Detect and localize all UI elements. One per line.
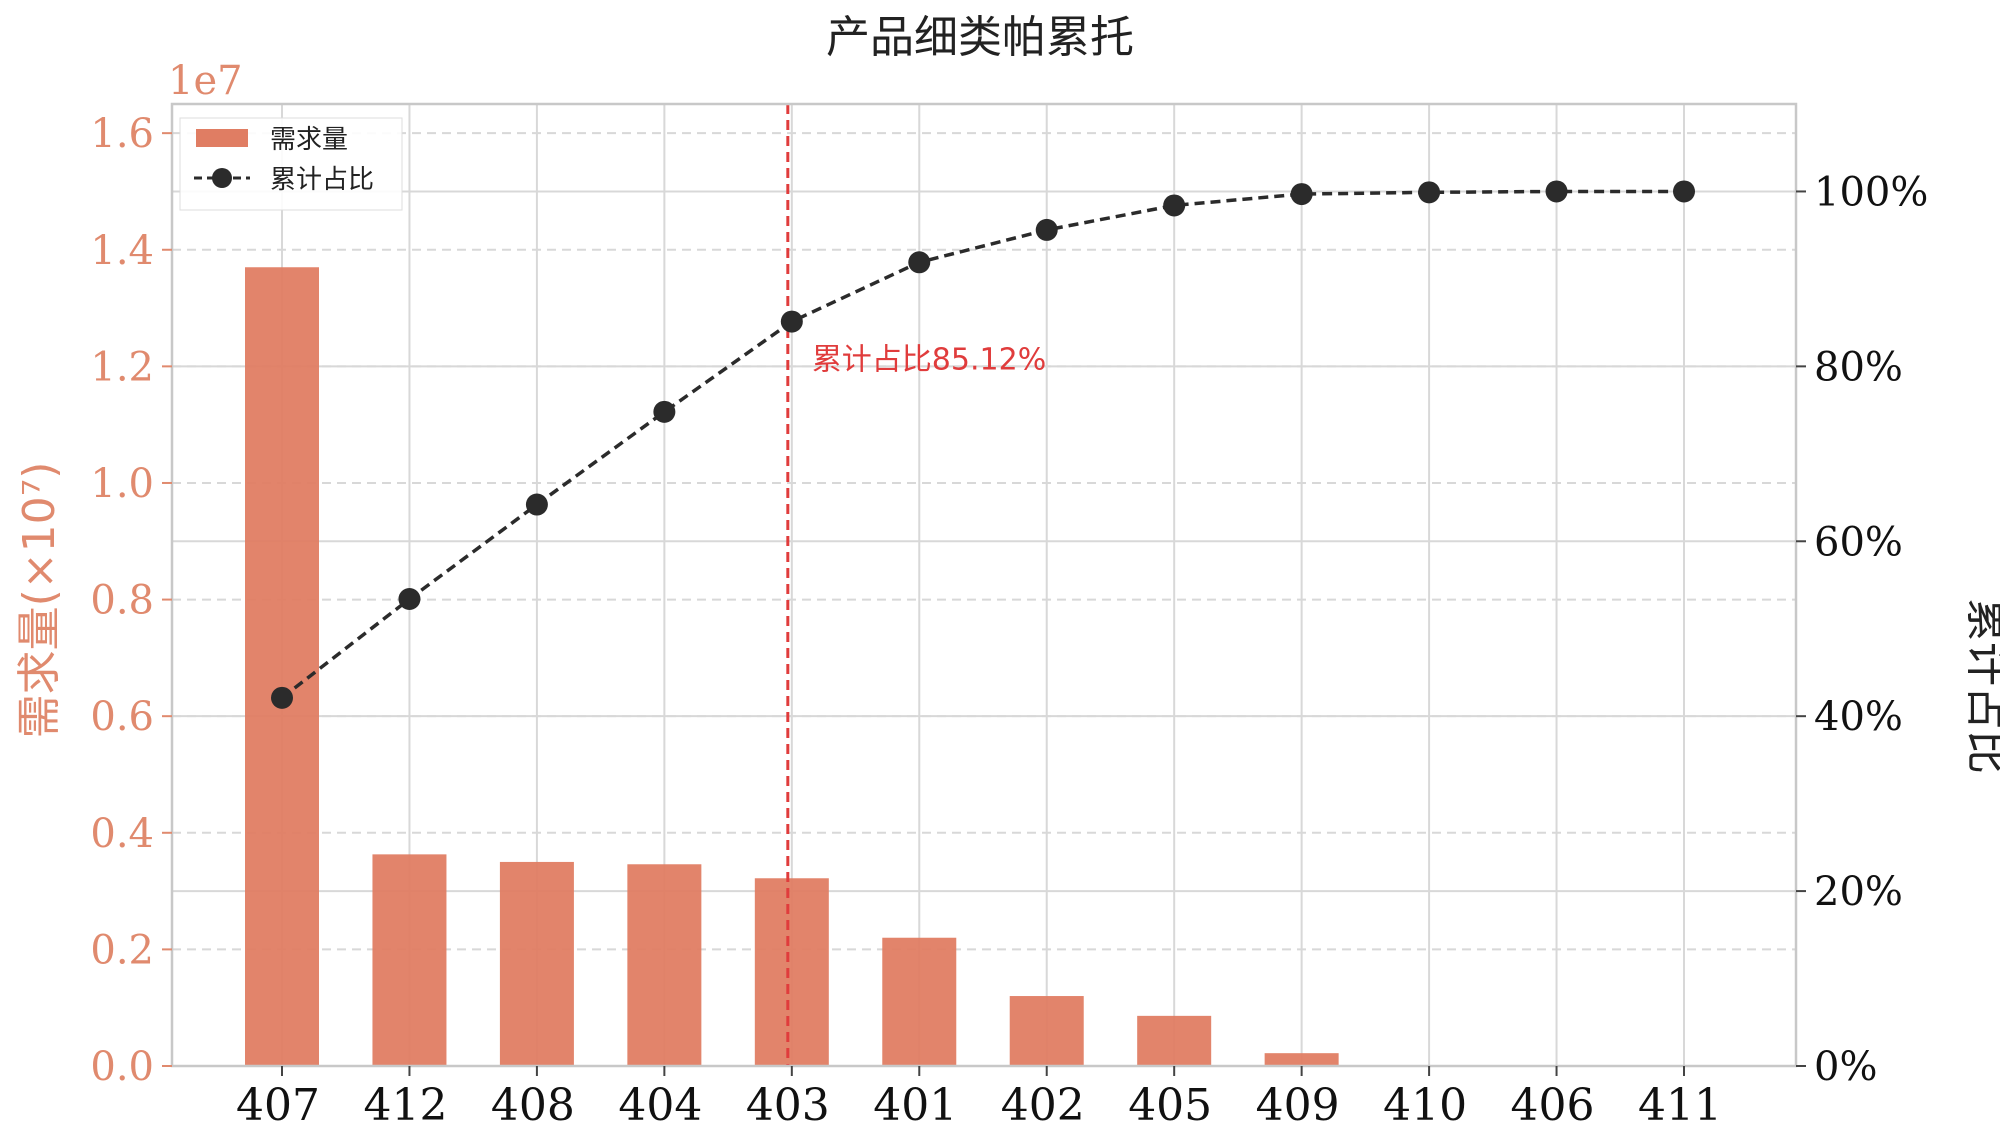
y-tick-label-right: 40% xyxy=(1814,694,1903,740)
x-tick-label: 412 xyxy=(363,1080,447,1131)
y-tick-label-left: 1.4 xyxy=(90,228,154,274)
x-tick-label: 408 xyxy=(491,1080,575,1131)
x-tick-label: 407 xyxy=(236,1080,320,1131)
cumulative-point-403 xyxy=(780,310,803,333)
x-tick-label: 403 xyxy=(746,1080,830,1131)
legend-label-bar: 需求量 xyxy=(270,125,348,155)
threshold-layer: 累计占比85.12% xyxy=(786,104,1046,1066)
bar-404 xyxy=(627,864,702,1066)
x-tick-label: 404 xyxy=(618,1080,702,1131)
cumulative-point-402 xyxy=(1035,218,1058,241)
y-tick-label-left: 0.2 xyxy=(90,927,154,973)
cumulative-point-408 xyxy=(525,493,548,516)
bar-403 xyxy=(754,878,829,1066)
bar-409 xyxy=(1264,1053,1339,1066)
plot-frame xyxy=(170,102,1798,1068)
bars-layer xyxy=(245,267,1721,1066)
y-axis-offset-text: 1e7 xyxy=(168,58,243,104)
x-tick-label: 411 xyxy=(1638,1080,1722,1131)
cumulative-point-410 xyxy=(1418,181,1441,204)
x-tick-label: 409 xyxy=(1256,1080,1340,1131)
cumulative-point-411 xyxy=(1673,180,1695,203)
cumulative-point-406 xyxy=(1545,180,1568,203)
y-tick-label-left: 1.2 xyxy=(90,344,154,390)
bar-408 xyxy=(499,861,574,1066)
y-tick-label-left: 0.4 xyxy=(90,811,154,857)
chart-title: 产品细类帕累托 xyxy=(826,12,1134,63)
legend-bar-swatch xyxy=(196,129,248,147)
threshold-label: 累计占比85.12% xyxy=(812,343,1046,378)
bar-405 xyxy=(1137,1015,1212,1066)
y-axis-label-right: 累计占比 xyxy=(1961,598,2000,774)
legend: 需求量 累计占比 xyxy=(179,117,403,211)
x-tick-label: 405 xyxy=(1128,1080,1212,1131)
legend-label-line: 累计占比 xyxy=(270,165,374,195)
cumulative-line-layer xyxy=(271,180,1695,709)
bar-401 xyxy=(882,937,957,1066)
y-tick-label-right: 80% xyxy=(1814,344,1903,390)
y-tick-label-right: 60% xyxy=(1814,519,1903,565)
axes-layer xyxy=(170,102,1798,1068)
cumulative-point-404 xyxy=(653,400,676,423)
y-tick-label-left: 0.6 xyxy=(90,694,154,740)
cumulative-point-401 xyxy=(908,251,931,274)
y-tick-label-right: 0% xyxy=(1814,1044,1877,1090)
bar-407 xyxy=(245,267,319,1066)
cumulative-point-409 xyxy=(1290,183,1313,206)
x-tick-label: 401 xyxy=(873,1080,957,1131)
legend-marker xyxy=(212,168,232,188)
y-tick-label-right: 20% xyxy=(1814,869,1903,915)
ticks-layer: 0.0 0.2 0.4 0.6 0.8 1.0 1.2 1.4 1.6 0% 20% 40% 60% 80… xyxy=(90,111,1928,1131)
y-tick-label-left: 0.8 xyxy=(90,578,154,624)
x-tick-label: 406 xyxy=(1511,1080,1595,1131)
y-tick-label-left: 1.6 xyxy=(90,111,154,157)
x-tick-label: 402 xyxy=(1001,1080,1085,1131)
bar-412 xyxy=(372,854,447,1066)
cumulative-point-412 xyxy=(398,587,421,610)
y-axis-label-left: 需求量(×10⁷) xyxy=(14,462,65,739)
y-tick-label-right: 100% xyxy=(1814,169,1928,215)
y-tick-label-left: 1.0 xyxy=(90,461,154,507)
y-tick-label-left: 0.0 xyxy=(90,1044,154,1090)
cumulative-point-405 xyxy=(1163,194,1186,217)
cumulative-point-407 xyxy=(271,686,293,709)
x-tick-label: 410 xyxy=(1383,1080,1467,1131)
cumulative-line xyxy=(280,189,1684,700)
bar-402 xyxy=(1009,996,1084,1066)
